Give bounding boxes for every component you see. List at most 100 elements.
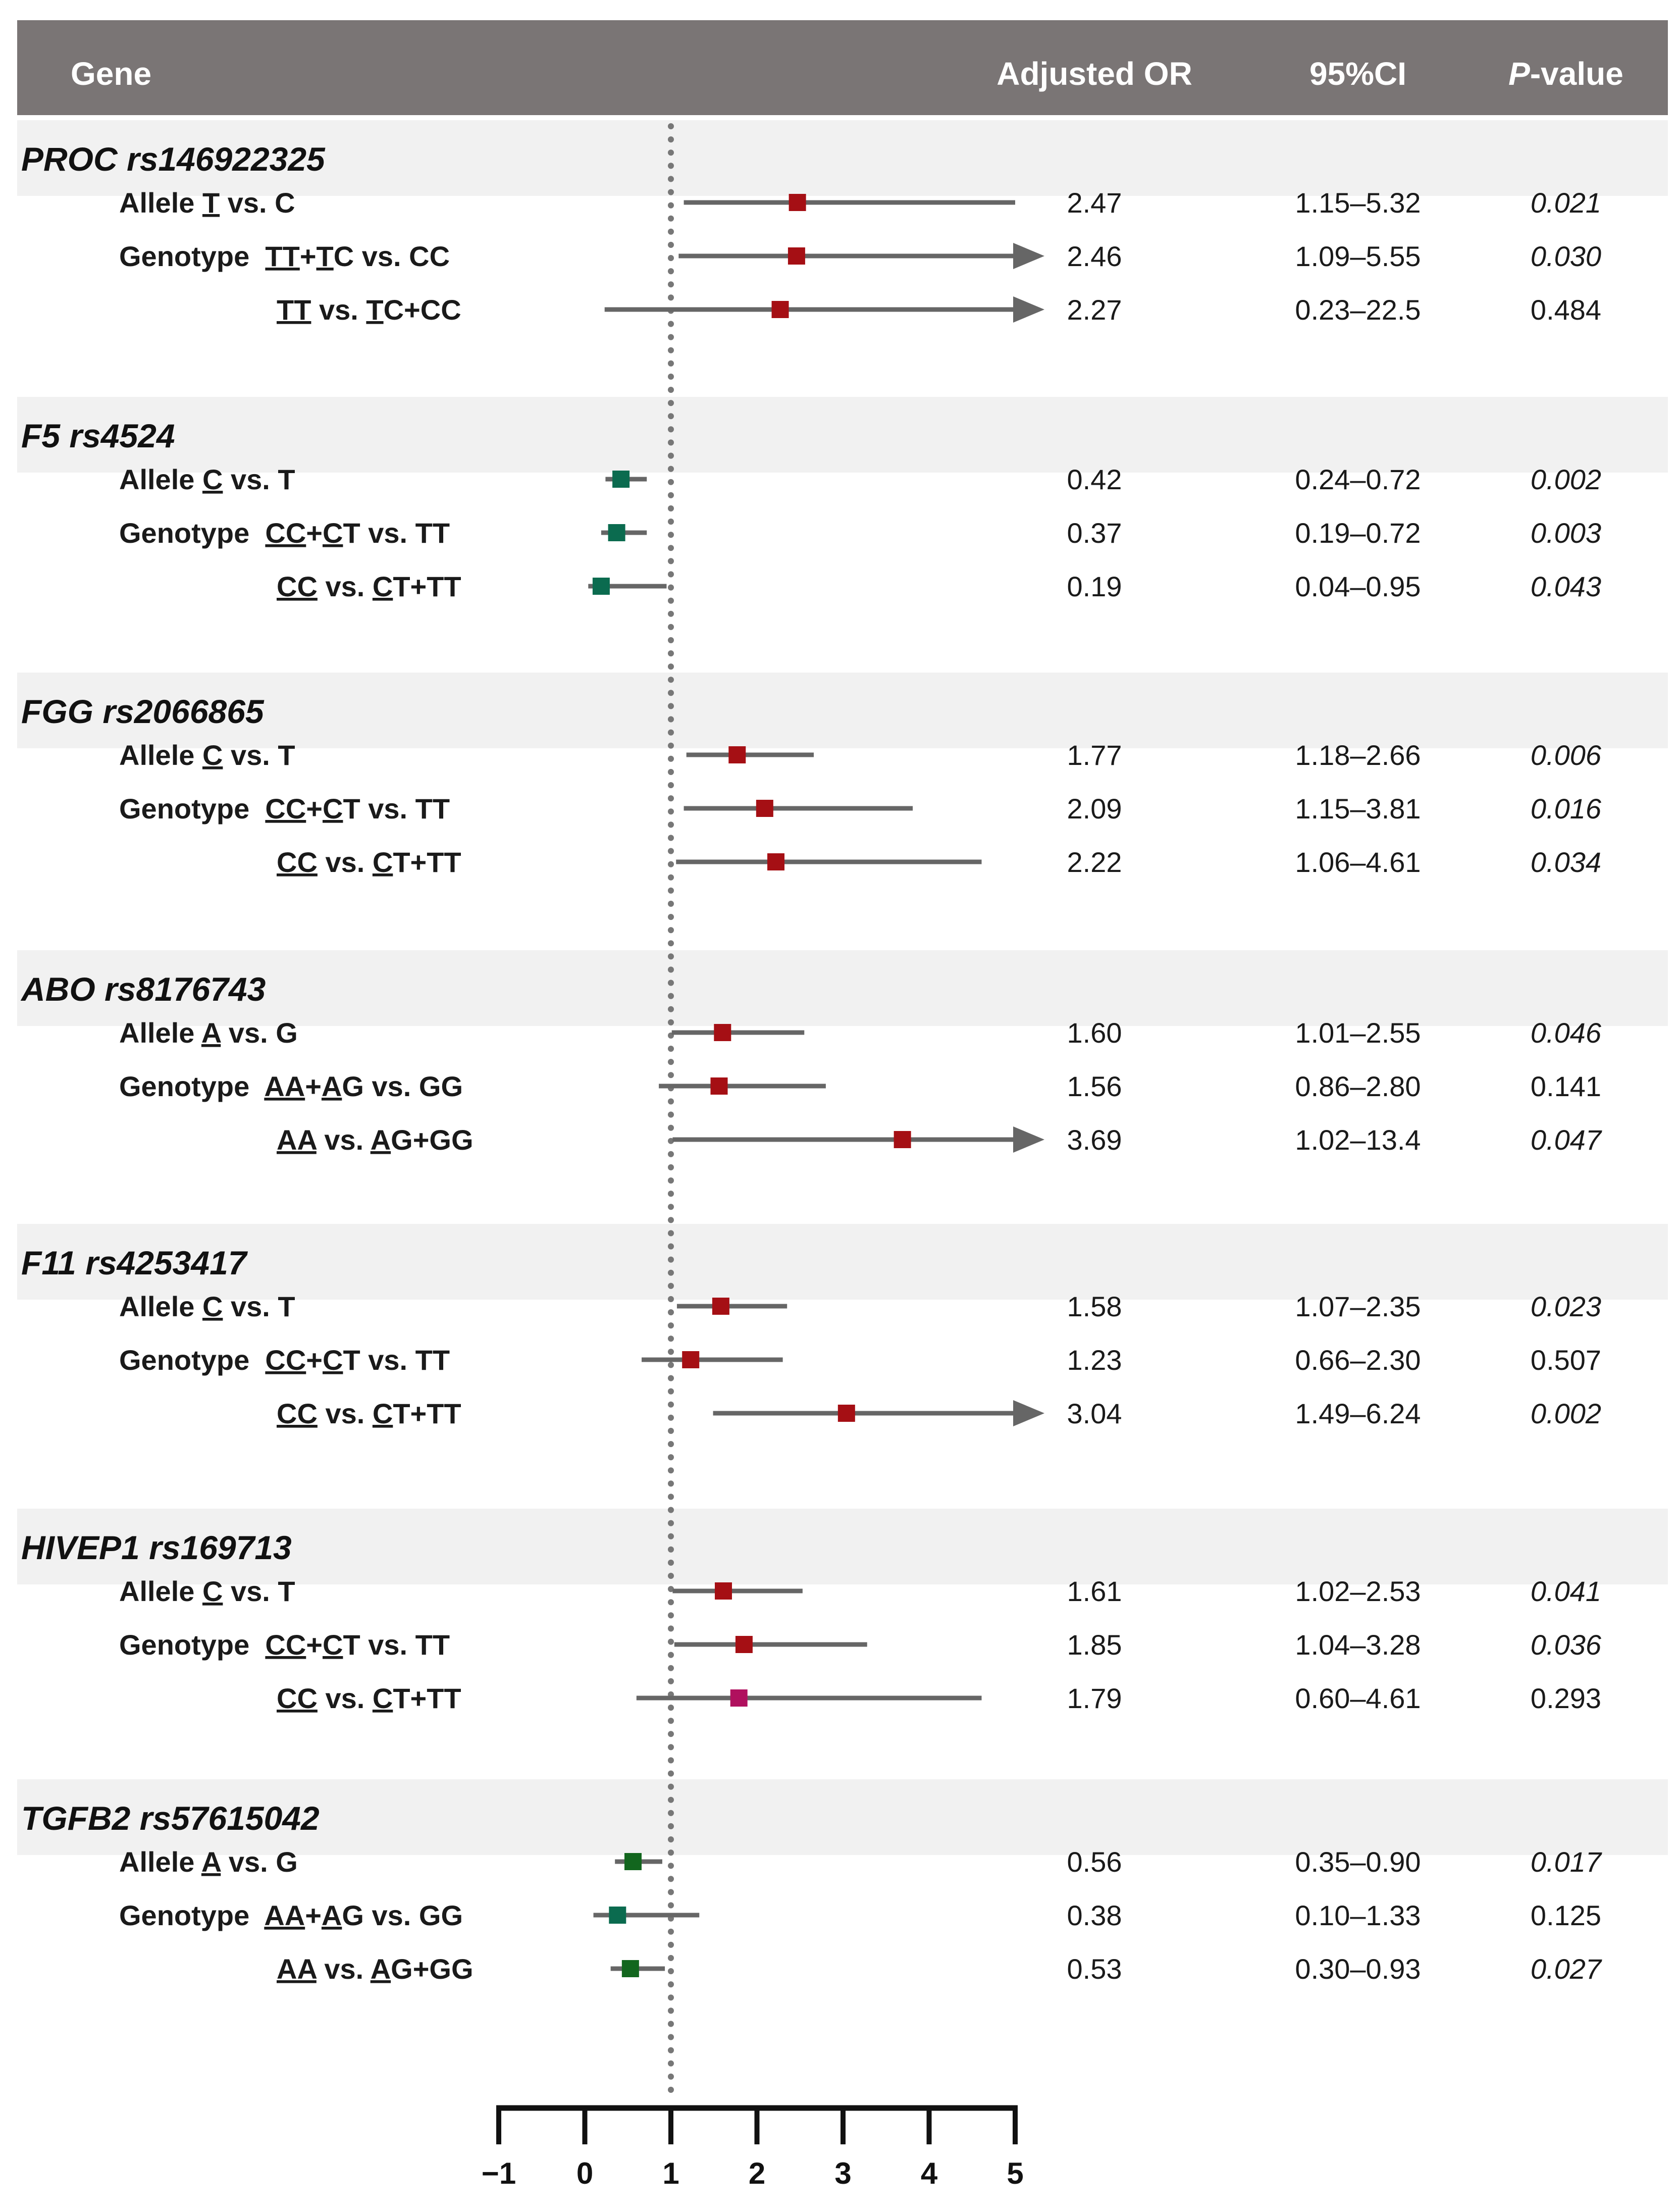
- row-label-part: Genotype: [119, 1344, 265, 1376]
- or-value: 0.42: [1067, 464, 1122, 495]
- row-label-part: Genotype: [119, 793, 265, 825]
- p-value: 0.507: [1531, 1344, 1601, 1376]
- row-label-part: +: [306, 517, 323, 549]
- row-label-part: Allele: [119, 739, 202, 771]
- row-label: AA vs. AG+GG: [277, 1124, 474, 1156]
- or-value: 2.47: [1067, 187, 1122, 219]
- row-label-underlined: A: [371, 1124, 391, 1156]
- p-value: 0.141: [1531, 1070, 1601, 1102]
- row-label: Allele C vs. T: [119, 1291, 295, 1322]
- row-label-underlined: C: [323, 793, 343, 825]
- forest-row: Genotype CC+CT vs. TT 1.85 1.04–3.28 0.036: [119, 1629, 1602, 1661]
- or-value: 3.04: [1067, 1398, 1122, 1429]
- row-label: AA vs. AG+GG: [277, 1953, 474, 1985]
- row-label-part: T+TT: [393, 846, 461, 878]
- ci-value: 1.18–2.66: [1295, 739, 1421, 771]
- ci-value: 1.07–2.35: [1295, 1291, 1421, 1322]
- row-label-part: +: [306, 1629, 323, 1661]
- row-label-part: +: [305, 1070, 322, 1102]
- p-value: 0.003: [1531, 517, 1601, 549]
- row-label-part: vs. G: [221, 1017, 298, 1049]
- row-label-part: vs. T: [223, 1291, 295, 1322]
- row-label-part: Allele: [119, 1291, 202, 1322]
- row-label-part: vs.: [317, 1953, 371, 1985]
- row-label-part: Allele: [119, 1846, 201, 1878]
- or-value: 2.09: [1067, 793, 1122, 825]
- ci-value: 0.35–0.90: [1295, 1846, 1421, 1878]
- row-label-part: G vs. GG: [342, 1899, 463, 1931]
- forest-row: Genotype CC+CT vs. TT 0.37 0.19–0.72 0.003: [119, 517, 1601, 549]
- forest-row: AA vs. AG+GG 0.53 0.30–0.93 0.027: [277, 1953, 1602, 1985]
- or-value: 1.60: [1067, 1017, 1122, 1049]
- row-label-underlined: CC: [277, 846, 318, 878]
- row-label-part: +: [306, 793, 323, 825]
- gene-title: FGG rs2066865: [21, 693, 265, 730]
- row-label: Genotype CC+CT vs. TT: [119, 793, 450, 825]
- or-marker: [612, 471, 630, 488]
- header-p-rest: -value: [1530, 56, 1623, 92]
- tick-label: 5: [1007, 2156, 1023, 2190]
- row-label-part: vs.: [318, 1398, 373, 1429]
- or-marker: [837, 1405, 855, 1422]
- row-label: Allele C vs. T: [119, 1575, 295, 1607]
- ci-value: 0.19–0.72: [1295, 517, 1421, 549]
- row-label: Genotype AA+AG vs. GG: [119, 1070, 463, 1102]
- row-label-underlined: AA: [264, 1899, 305, 1931]
- group-band: [17, 397, 1668, 473]
- row-label-part: T vs. TT: [343, 517, 450, 549]
- row-label-underlined: C: [373, 1398, 393, 1429]
- row-label-underlined: TT: [265, 240, 299, 272]
- row-label-underlined: C: [202, 1575, 223, 1607]
- or-marker: [788, 247, 805, 265]
- row-label-underlined: CC: [265, 793, 306, 825]
- row-label-underlined: C: [202, 464, 223, 495]
- ci-value: 1.49–6.24: [1295, 1398, 1421, 1429]
- p-value: 0.002: [1531, 1398, 1601, 1429]
- row-label: TT vs. TC+CC: [277, 294, 461, 326]
- row-label: CC vs. CT+TT: [277, 1398, 461, 1429]
- ci-value: 0.24–0.72: [1295, 464, 1421, 495]
- or-value: 1.77: [1067, 739, 1122, 771]
- tick-label: 3: [834, 2156, 851, 2190]
- row-label-underlined: A: [201, 1846, 221, 1878]
- row-label-part: Genotype: [119, 517, 265, 549]
- p-value: 0.016: [1531, 793, 1602, 825]
- or-value: 0.53: [1067, 1953, 1122, 1985]
- row-label-part: C vs. CC: [334, 240, 450, 272]
- or-marker: [712, 1298, 729, 1315]
- row-label-part: Allele: [119, 1017, 201, 1049]
- or-value: 0.38: [1067, 1899, 1122, 1931]
- row-label-part: +: [300, 240, 317, 272]
- or-value: 1.58: [1067, 1291, 1122, 1322]
- or-marker: [682, 1351, 700, 1368]
- gene-title: ABO rs8176743: [20, 970, 266, 1008]
- forest-rows: PROC rs146922325 Allele T vs. C 2.47 1.15–5…: [20, 140, 1602, 1985]
- row-label-part: T vs. TT: [343, 793, 450, 825]
- row-label-underlined: C: [373, 571, 393, 602]
- ci-value: 1.09–5.55: [1295, 240, 1421, 272]
- or-marker: [714, 1024, 731, 1041]
- row-label-underlined: CC: [277, 571, 318, 602]
- row-label: Genotype CC+CT vs. TT: [119, 1629, 450, 1661]
- ci-value: 1.02–2.53: [1295, 1575, 1421, 1607]
- p-value: 0.043: [1531, 571, 1601, 602]
- gene-title: HIVEP1 rs169713: [21, 1529, 292, 1566]
- row-label-underlined: CC: [277, 1682, 318, 1714]
- ci-value: 0.04–0.95: [1295, 571, 1421, 602]
- row-label-part: vs.: [318, 1682, 373, 1714]
- row-label-part: Genotype: [119, 240, 265, 272]
- or-value: 1.85: [1067, 1629, 1122, 1661]
- x-axis: −1 0 1 2 3 4 5: [482, 2105, 1024, 2190]
- p-value: 0.023: [1531, 1291, 1601, 1322]
- row-label-underlined: AA: [277, 1124, 317, 1156]
- or-marker: [608, 524, 625, 541]
- row-label: CC vs. CT+TT: [277, 571, 461, 602]
- row-label-part: vs.: [311, 294, 366, 326]
- forest-row: Allele C vs. T 1.61 1.02–2.53 0.041: [119, 1575, 1601, 1607]
- ci-value: 1.15–5.32: [1295, 187, 1421, 219]
- row-label-part: vs. T: [223, 464, 295, 495]
- ci-value: 0.30–0.93: [1295, 1953, 1421, 1985]
- or-marker: [771, 301, 789, 318]
- ci-value: 0.60–4.61: [1295, 1682, 1421, 1714]
